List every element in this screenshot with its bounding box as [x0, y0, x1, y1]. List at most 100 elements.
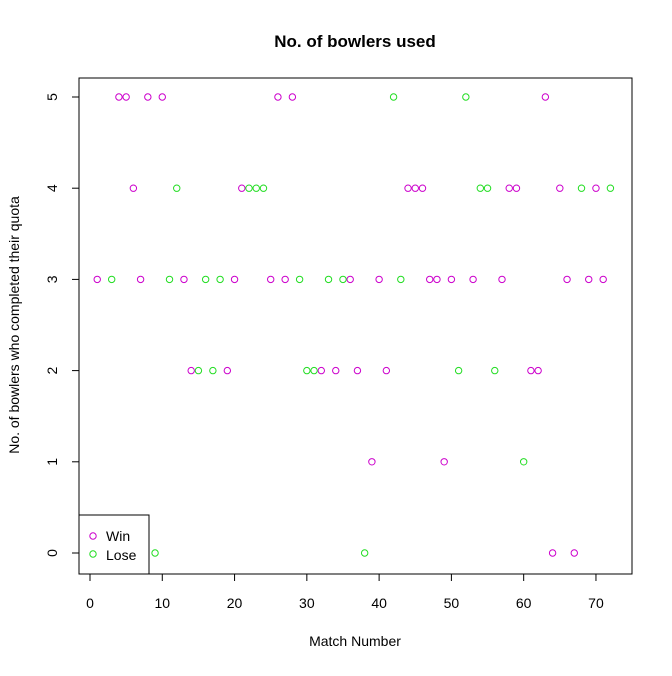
x-tick-label: 20: [227, 595, 243, 611]
win-point: [411, 184, 419, 192]
win-point: [599, 275, 607, 284]
win-point: [158, 93, 166, 101]
win-point: [93, 275, 101, 284]
y-tick-label: 5: [44, 93, 60, 101]
y-tick-label: 1: [44, 458, 60, 466]
win-point: [440, 458, 448, 466]
lose-point: [259, 184, 268, 192]
win-point: [570, 549, 578, 557]
lose-point: [606, 184, 615, 192]
lose-point: [151, 549, 159, 557]
win-point: [404, 184, 412, 192]
win-point: [469, 275, 477, 284]
legend-win-label: Win: [106, 528, 130, 544]
win-point: [541, 93, 550, 101]
win-point: [238, 184, 246, 192]
y-axis-label: No. of bowlers who completed their quota: [6, 196, 22, 454]
win-point: [317, 366, 325, 375]
win-point: [115, 93, 123, 101]
legend-win-marker: [89, 532, 97, 540]
win-point: [527, 366, 535, 375]
x-axis-label: Match Number: [309, 633, 401, 649]
lose-point: [491, 366, 499, 375]
lose-point: [295, 275, 304, 284]
win-point: [505, 184, 513, 192]
win-point: [382, 366, 391, 375]
x-tick-label: 40: [371, 595, 387, 611]
lose-point: [324, 275, 333, 284]
x-axis: 0 10 20 30 40 50 60 70: [86, 573, 604, 611]
lose-point: [201, 275, 210, 284]
lose-point: [173, 184, 181, 192]
lose-point: [245, 184, 253, 192]
lose-point: [360, 549, 369, 557]
x-tick-label: 50: [444, 595, 460, 611]
win-point: [498, 275, 506, 284]
win-point: [433, 275, 441, 284]
lose-point: [310, 366, 318, 375]
win-point: [375, 275, 383, 284]
win-point: [230, 275, 239, 284]
chart-title: No. of bowlers used: [274, 32, 436, 51]
win-point: [288, 93, 297, 101]
win-point: [223, 366, 232, 375]
lose-point: [303, 366, 311, 375]
win-point: [274, 93, 282, 101]
plot-box: [78, 77, 633, 575]
win-point: [353, 366, 362, 375]
win-point: [534, 366, 542, 375]
win-point: [563, 275, 571, 284]
x-tick-label: 60: [516, 595, 532, 611]
win-point: [180, 275, 188, 284]
lose-point: [519, 458, 528, 466]
win-point: [129, 184, 138, 192]
win-point: [187, 366, 195, 375]
lose-point: [462, 93, 470, 101]
lose-point: [107, 275, 116, 284]
lose-point: [339, 275, 347, 284]
y-tick-label: 3: [44, 275, 60, 283]
x-tick-label: 0: [86, 595, 94, 611]
x-tick-label: 10: [154, 595, 170, 611]
lose-point: [209, 366, 217, 375]
lose-point: [483, 184, 492, 192]
y-tick-label: 4: [44, 184, 60, 192]
win-point: [447, 275, 456, 284]
win-point: [585, 275, 593, 284]
win-point: [144, 93, 152, 101]
y-tick-label: 0: [44, 549, 60, 557]
legend-box: [78, 514, 150, 575]
win-point: [548, 549, 557, 557]
lose-point: [252, 184, 260, 192]
data-points: [93, 93, 615, 557]
win-point: [426, 275, 434, 284]
win-point: [281, 275, 289, 284]
legend-lose-label: Lose: [106, 547, 137, 563]
lose-point: [454, 366, 463, 375]
lose-point: [476, 184, 485, 192]
lose-point: [577, 184, 586, 192]
lose-point: [397, 275, 405, 284]
lose-point: [216, 275, 224, 284]
x-tick-label: 70: [588, 595, 604, 611]
x-tick-label: 30: [299, 595, 315, 611]
win-point: [136, 275, 145, 284]
win-point: [592, 184, 600, 192]
win-point: [332, 366, 340, 375]
lose-point: [194, 366, 203, 375]
legend-lose-marker: [89, 550, 97, 558]
y-axis: 0 1 2 3 4 5: [44, 93, 80, 557]
win-point: [512, 184, 521, 192]
lose-point: [165, 275, 174, 284]
win-point: [267, 275, 275, 284]
win-point: [368, 458, 376, 466]
lose-point: [389, 93, 398, 101]
win-point: [418, 184, 427, 192]
win-point: [122, 93, 130, 101]
y-tick-label: 2: [44, 366, 60, 374]
win-point: [556, 184, 564, 192]
legend: Win Lose: [78, 514, 150, 575]
win-point: [346, 275, 354, 284]
